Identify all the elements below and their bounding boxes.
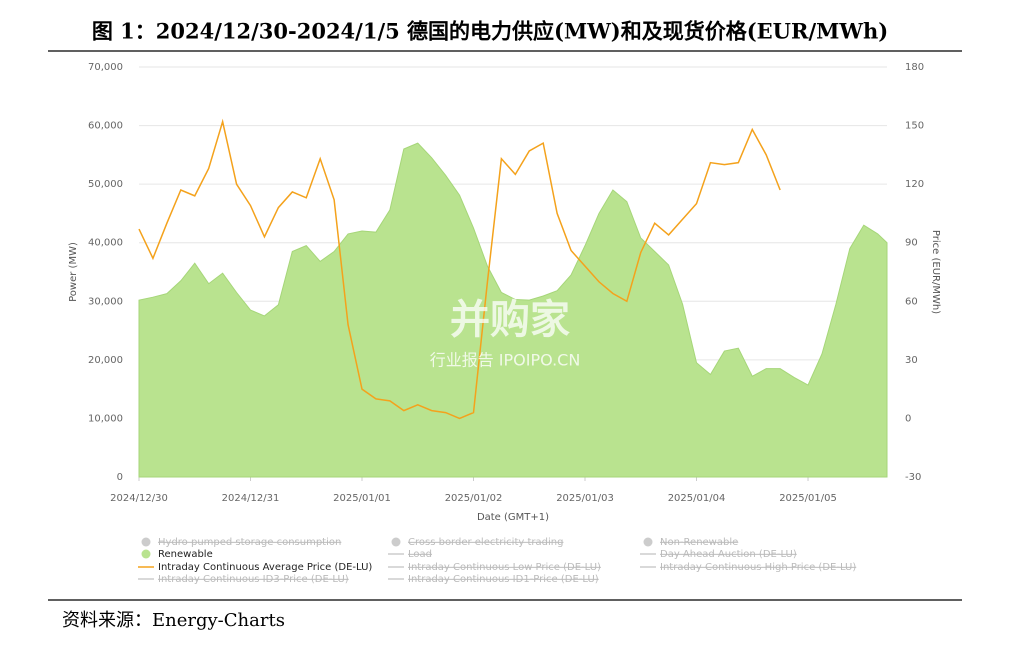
y2-tick-label: 120 — [905, 179, 924, 190]
y2-tick-label: -30 — [905, 472, 921, 483]
x-tick-label: 2025/01/02 — [445, 493, 503, 504]
legend-label: Intraday Continuous Average Price (DE-LU… — [158, 562, 372, 573]
y2-tick-label: 90 — [905, 238, 918, 249]
y-tick-label: 30,000 — [88, 296, 123, 307]
legend-label: Intraday Continuous ID1-Price (DE-LU) — [408, 574, 599, 585]
y-tick-label: 0 — [117, 472, 123, 483]
x-axis-label: Date (GMT+1) — [477, 512, 549, 523]
legend-label: Intraday Continuous ID3-Price (DE-LU) — [158, 574, 349, 585]
source: 资料来源：Energy-Charts — [62, 610, 285, 631]
legend-label: Hydro pumped storage consumption — [158, 537, 341, 548]
x-tick-label: 2024/12/31 — [222, 493, 280, 504]
x-tick-label: 2024/12/30 — [110, 493, 168, 504]
y-tick-label: 60,000 — [88, 121, 123, 132]
chart-title: 图 1：2024/12/30-2024/1/5 德国的电力供应(MW)和及现货价… — [92, 19, 888, 44]
legend-label: Intraday Continuous Low Price (DE-LU) — [408, 562, 601, 573]
x-tick-label: 2025/01/01 — [333, 493, 391, 504]
x-tick-label: 2025/01/03 — [556, 493, 614, 504]
y2-tick-label: 150 — [905, 121, 924, 132]
legend-label: Non-Renewable — [660, 537, 738, 548]
x-tick-label: 2025/01/05 — [779, 493, 837, 504]
watermark: 并购家 — [450, 297, 570, 343]
legend-symbol — [141, 549, 151, 559]
x-tick-label: 2025/01/04 — [668, 493, 726, 504]
y2-axis-label: Price (EUR/MWh) — [930, 230, 941, 314]
renewable-area — [138, 142, 888, 478]
y-tick-label: 20,000 — [88, 355, 123, 366]
plot: 0 10,000 20,000 30,000 40,000 50,000 60,000 70,… — [88, 62, 924, 504]
watermark: 行业报告 IPOIPO.CN — [430, 351, 581, 370]
legend-label: Cross border electricity trading — [408, 537, 563, 548]
legend-label: Intraday Continuous High Price (DE-LU) — [660, 562, 856, 573]
y-tick-label: 50,000 — [88, 179, 123, 190]
legend-symbol — [643, 537, 653, 547]
y2-tick-label: 0 — [905, 413, 911, 424]
legend-label: Renewable — [158, 549, 213, 560]
legend-label: Load — [408, 549, 432, 560]
legend-symbol — [391, 537, 401, 547]
y2-tick-label: 30 — [905, 355, 918, 366]
y-tick-label: 10,000 — [88, 413, 123, 424]
price-line — [138, 118, 781, 420]
legend-label: Day Ahead Auction (DE-LU) — [660, 549, 797, 560]
y2-tick-label: 180 — [905, 62, 924, 73]
y-tick-label: 40,000 — [88, 238, 123, 249]
y2-tick-label: 60 — [905, 296, 918, 307]
y-tick-label: 70,000 — [88, 62, 123, 73]
y-axis-label: Power (MW) — [68, 242, 79, 302]
legend-symbol — [141, 537, 151, 547]
